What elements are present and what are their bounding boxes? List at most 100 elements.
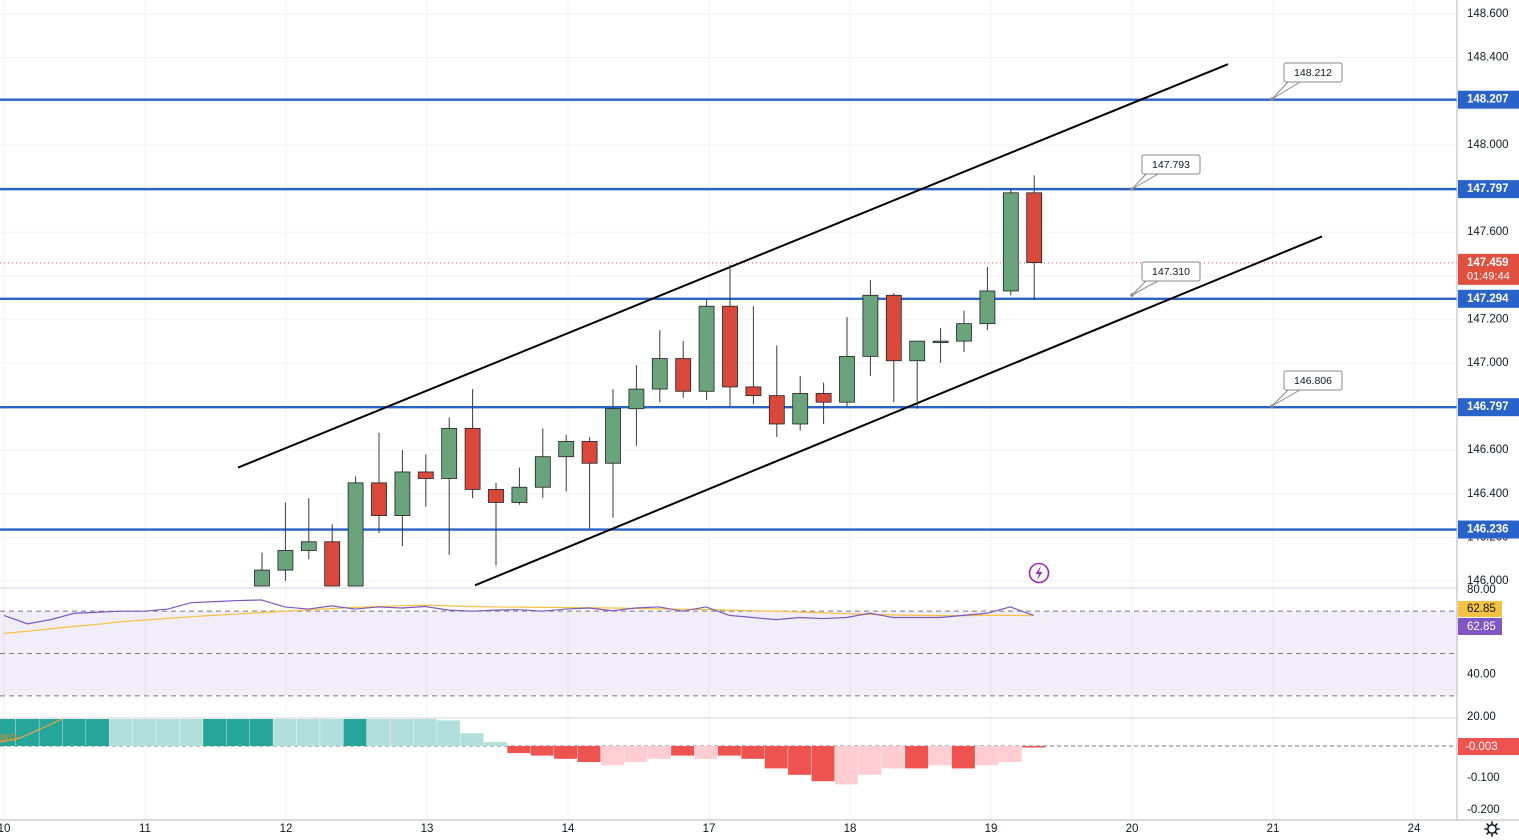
histogram-pane[interactable]: 863 — [0, 718, 1457, 785]
histogram-bar[interactable] — [834, 746, 858, 785]
candle[interactable] — [371, 432, 387, 534]
candle-body-down — [722, 305, 738, 388]
candle[interactable] — [698, 299, 715, 400]
candle[interactable] — [815, 382, 832, 424]
candle[interactable] — [628, 365, 645, 446]
histogram-bar[interactable] — [109, 719, 133, 746]
histogram-bar[interactable] — [15, 719, 39, 746]
candle[interactable] — [1026, 175, 1043, 300]
histogram-bar[interactable] — [530, 746, 554, 756]
histogram-bar[interactable] — [600, 746, 624, 766]
candle[interactable] — [932, 328, 949, 363]
lightning-icon[interactable] — [1028, 562, 1050, 584]
histogram-bar[interactable] — [86, 719, 110, 746]
histogram-bar[interactable] — [647, 746, 671, 759]
histogram-bar[interactable] — [881, 746, 905, 769]
support-resistance-levels[interactable] — [0, 98, 1457, 531]
candle[interactable] — [839, 317, 855, 407]
candle[interactable] — [909, 340, 926, 409]
candle[interactable] — [745, 306, 762, 405]
candle[interactable] — [1002, 188, 1019, 296]
histogram-bar[interactable] — [413, 719, 437, 746]
candle[interactable] — [441, 417, 458, 555]
level-callouts[interactable]: 148.212 147.793 147.310 146.806 — [1130, 62, 1343, 408]
histogram-bar[interactable] — [1022, 746, 1046, 748]
histogram-bar[interactable] — [273, 719, 297, 746]
candle[interactable] — [347, 476, 364, 587]
histogram-bar[interactable] — [717, 746, 741, 756]
histogram-bar[interactable] — [998, 746, 1022, 763]
level-callout[interactable]: 147.310 — [1130, 261, 1201, 297]
histogram-value: -0.003 — [1465, 741, 1498, 753]
rsi-line[interactable] — [3, 599, 1034, 625]
candle[interactable] — [534, 428, 551, 499]
histogram-bar[interactable] — [62, 719, 86, 746]
histogram-bar[interactable] — [437, 720, 461, 746]
histogram-bar[interactable] — [39, 719, 63, 746]
candle[interactable] — [862, 280, 879, 377]
channel-lower-line[interactable] — [474, 235, 1323, 587]
histogram-bar[interactable] — [156, 719, 180, 746]
candle[interactable] — [768, 345, 785, 438]
histogram-bar[interactable] — [179, 719, 203, 746]
histogram-bar[interactable] — [390, 719, 414, 746]
candle[interactable] — [956, 310, 972, 353]
histogram-bar[interactable] — [203, 719, 227, 746]
histogram-bar[interactable] — [460, 733, 484, 746]
candle[interactable] — [277, 502, 294, 581]
histogram-bar[interactable] — [624, 746, 648, 763]
candle[interactable] — [558, 434, 575, 492]
price-channel[interactable] — [237, 63, 1323, 587]
candle[interactable] — [488, 482, 504, 566]
histogram-bar[interactable] — [951, 746, 975, 769]
histogram-bar[interactable] — [343, 719, 367, 746]
time-axis[interactable] — [0, 820, 1519, 840]
candle[interactable] — [581, 437, 598, 529]
histogram-bar[interactable] — [226, 719, 250, 746]
candle[interactable] — [722, 264, 738, 407]
candle[interactable] — [324, 524, 341, 587]
histogram-bar[interactable] — [577, 746, 601, 763]
histogram-bar[interactable] — [320, 719, 344, 746]
histogram-bar[interactable] — [928, 746, 952, 766]
candle[interactable] — [300, 498, 317, 560]
candle[interactable] — [651, 330, 668, 403]
candle[interactable] — [979, 266, 996, 331]
histogram-bar[interactable] — [858, 746, 882, 775]
histogram-bar[interactable] — [764, 746, 788, 769]
histogram-bar[interactable] — [249, 719, 273, 746]
channel-upper-line[interactable] — [237, 63, 1229, 469]
histogram-bar[interactable] — [741, 746, 765, 759]
candle[interactable] — [675, 341, 692, 398]
histogram-bar[interactable] — [507, 746, 531, 754]
histogram-bar[interactable] — [483, 742, 507, 746]
candlesticks[interactable] — [254, 175, 1043, 587]
candle[interactable] — [254, 552, 270, 587]
histogram-bar[interactable] — [132, 719, 156, 746]
candle[interactable] — [394, 450, 411, 547]
histogram-bar[interactable] — [975, 746, 999, 766]
candle[interactable] — [511, 467, 528, 505]
histogram-bar[interactable] — [671, 746, 695, 756]
candle[interactable] — [417, 454, 434, 507]
candle[interactable] — [605, 389, 621, 518]
histogram-bar[interactable] — [554, 746, 578, 759]
rsi-pane[interactable] — [0, 599, 1457, 697]
candle[interactable] — [885, 293, 902, 403]
level-callout[interactable]: 146.806 — [1270, 370, 1343, 408]
candle-body-up — [277, 550, 294, 571]
candle[interactable] — [464, 389, 481, 499]
histogram-bar[interactable] — [296, 719, 320, 746]
settings-gear-icon[interactable] — [1484, 821, 1500, 837]
level-callout[interactable]: 148.212 — [1270, 62, 1343, 101]
level-callout[interactable]: 147.793 — [1130, 154, 1201, 191]
histogram-bar[interactable] — [694, 746, 718, 759]
time-axis-tick-label: 14 — [562, 823, 575, 835]
price-gridlines — [0, 13, 1457, 582]
histogram-bar[interactable] — [788, 746, 812, 775]
histogram-bar[interactable] — [811, 746, 835, 782]
histogram-bar[interactable] — [366, 719, 390, 746]
candle[interactable] — [792, 376, 809, 431]
histogram-bar[interactable] — [905, 746, 929, 769]
